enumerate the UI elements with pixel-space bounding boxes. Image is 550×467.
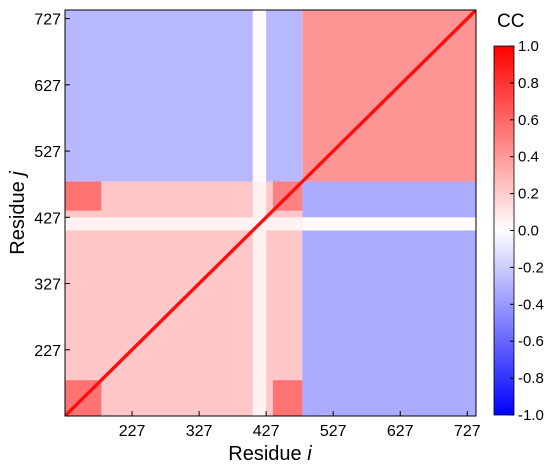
colorbar-tick-label: 0.6 [518, 112, 539, 129]
x-tick-label: 227 [119, 423, 146, 440]
y-axis-title: Residue j [7, 171, 29, 255]
heatmap-block-9 [302, 217, 476, 231]
y-tick-label: 627 [34, 78, 61, 95]
colorbar-tick-label: 0.8 [518, 75, 539, 92]
x-tick-label: 727 [454, 423, 481, 440]
colorbar-tick-label: 0.4 [518, 149, 539, 166]
colorbar-tick-label: -0.2 [518, 259, 544, 276]
colorbar-tick-label: -0.4 [518, 296, 544, 313]
heatmap-block-8 [252, 10, 267, 182]
x-tick-label: 527 [320, 423, 347, 440]
heatmap-block-6 [65, 181, 102, 211]
x-tick-label: 427 [253, 423, 280, 440]
heatmap-block-10 [65, 217, 303, 231]
heatmap-block-5 [272, 380, 303, 416]
colorbar-tick-label: -1.0 [518, 407, 544, 424]
x-axis: 227 327 427 527 627 727 [119, 411, 481, 440]
colorbar-tick-label: 0.2 [518, 186, 539, 203]
y-tick-label: 327 [34, 277, 61, 294]
y-tick-label: 227 [34, 343, 61, 360]
colorbar-tick-label: -0.8 [518, 370, 544, 387]
colorbar-tick-label: -0.6 [518, 333, 544, 350]
heatmap-block-2 [65, 10, 303, 182]
y-tick-label: 527 [34, 144, 61, 161]
colorbar-title: CC [497, 11, 524, 32]
x-tick-label: 327 [186, 423, 213, 440]
heatmap-block-3 [302, 181, 476, 416]
heatmap-block-11 [252, 181, 267, 416]
colorbar-ticks: 1.0 0.8 0.6 0.4 0.2 0.0 -0.2 -0.4 -0.6 -0.8 -1.0 [510, 38, 544, 424]
diagonal-band [65, 10, 476, 416]
plot-frame [64, 9, 477, 417]
y-tick-label: 427 [34, 210, 61, 227]
y-tick-label: 727 [34, 12, 61, 29]
x-axis-title: Residue i [228, 443, 312, 465]
plot-area [65, 10, 476, 416]
colorbar-tick-label: 0.0 [518, 223, 539, 240]
colorbar-tick-label: 1.0 [518, 38, 539, 55]
y-axis: 227 327 427 527 627 727 [34, 12, 70, 360]
x-tick-label: 627 [387, 423, 414, 440]
